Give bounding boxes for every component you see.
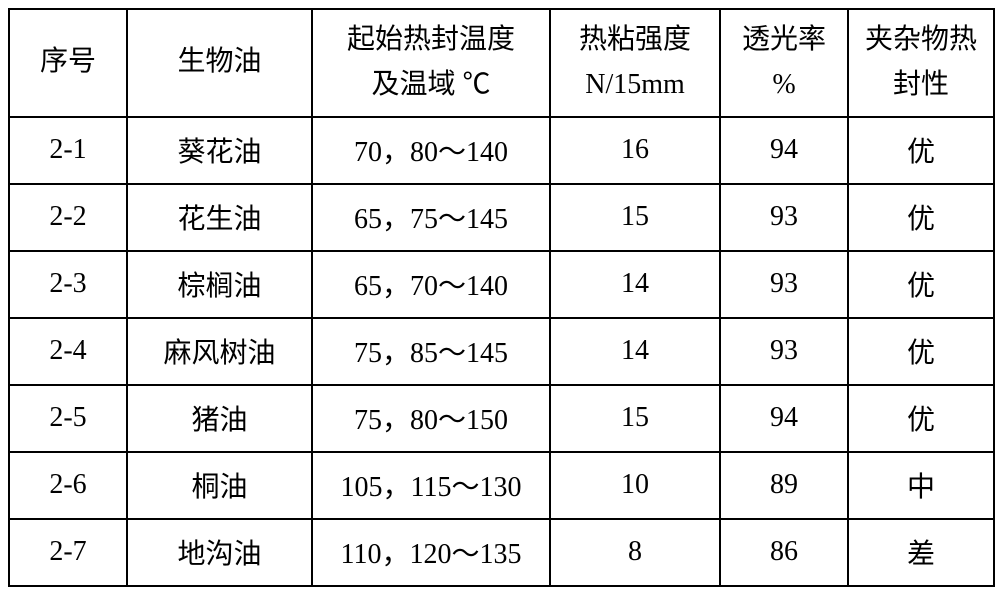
cell-transmittance: 93 (720, 184, 848, 251)
cell-temp: 65，75～145 (312, 184, 550, 251)
cell-bio-oil: 桐油 (127, 452, 312, 519)
cell-serial: 2-2 (9, 184, 127, 251)
column-header-bio-oil: 生物油 (127, 9, 312, 117)
cell-serial: 2-7 (9, 519, 127, 586)
header-text-line1: 起始热封温度 (317, 18, 545, 63)
cell-strength: 15 (550, 184, 720, 251)
cell-strength: 8 (550, 519, 720, 586)
cell-temp: 65，70～140 (312, 251, 550, 318)
header-text-line2: % (725, 63, 843, 108)
cell-inclusion: 优 (848, 318, 994, 385)
table-row: 2-2 花生油 65，75～145 15 93 优 (9, 184, 994, 251)
column-header-serial: 序号 (9, 9, 127, 117)
table-header-row: 序号 生物油 起始热封温度 及温域 ℃ 热粘强度 N/15mm 透光率 % (9, 9, 994, 117)
cell-serial: 2-5 (9, 385, 127, 452)
cell-strength: 14 (550, 318, 720, 385)
cell-transmittance: 89 (720, 452, 848, 519)
cell-strength: 15 (550, 385, 720, 452)
table-row: 2-6 桐油 105，115～130 10 89 中 (9, 452, 994, 519)
column-header-strength: 热粘强度 N/15mm (550, 9, 720, 117)
cell-inclusion: 优 (848, 385, 994, 452)
cell-transmittance: 93 (720, 318, 848, 385)
cell-inclusion: 优 (848, 117, 994, 184)
cell-transmittance: 86 (720, 519, 848, 586)
cell-serial: 2-6 (9, 452, 127, 519)
cell-bio-oil: 花生油 (127, 184, 312, 251)
data-table-container: 序号 生物油 起始热封温度 及温域 ℃ 热粘强度 N/15mm 透光率 % (8, 8, 992, 587)
cell-bio-oil: 麻风树油 (127, 318, 312, 385)
header-text-line2: 封性 (853, 63, 989, 108)
cell-inclusion: 优 (848, 251, 994, 318)
cell-temp: 105，115～130 (312, 452, 550, 519)
data-table: 序号 生物油 起始热封温度 及温域 ℃ 热粘强度 N/15mm 透光率 % (8, 8, 995, 587)
column-header-transmittance: 透光率 % (720, 9, 848, 117)
header-text-line1: 热粘强度 (555, 18, 715, 63)
header-text-line2: 及温域 ℃ (317, 63, 545, 108)
cell-bio-oil: 葵花油 (127, 117, 312, 184)
cell-inclusion: 优 (848, 184, 994, 251)
table-row: 2-1 葵花油 70，80～140 16 94 优 (9, 117, 994, 184)
cell-serial: 2-1 (9, 117, 127, 184)
cell-transmittance: 94 (720, 385, 848, 452)
cell-serial: 2-3 (9, 251, 127, 318)
column-header-temp: 起始热封温度 及温域 ℃ (312, 9, 550, 117)
cell-inclusion: 差 (848, 519, 994, 586)
cell-serial: 2-4 (9, 318, 127, 385)
table-body: 2-1 葵花油 70，80～140 16 94 优 2-2 花生油 65，75～… (9, 117, 994, 586)
table-row: 2-4 麻风树油 75，85～145 14 93 优 (9, 318, 994, 385)
table-row: 2-5 猪油 75，80～150 15 94 优 (9, 385, 994, 452)
header-text-line1: 夹杂物热 (853, 18, 989, 63)
cell-bio-oil: 地沟油 (127, 519, 312, 586)
cell-temp: 70，80～140 (312, 117, 550, 184)
header-text: 序号 (14, 40, 122, 85)
cell-strength: 10 (550, 452, 720, 519)
cell-bio-oil: 棕榈油 (127, 251, 312, 318)
header-text-line2: N/15mm (555, 63, 715, 108)
cell-inclusion: 中 (848, 452, 994, 519)
table-row: 2-7 地沟油 110，120～135 8 86 差 (9, 519, 994, 586)
header-text-line1: 透光率 (725, 18, 843, 63)
column-header-inclusion: 夹杂物热 封性 (848, 9, 994, 117)
cell-strength: 14 (550, 251, 720, 318)
cell-bio-oil: 猪油 (127, 385, 312, 452)
cell-transmittance: 93 (720, 251, 848, 318)
header-text: 生物油 (132, 40, 307, 85)
table-row: 2-3 棕榈油 65，70～140 14 93 优 (9, 251, 994, 318)
table-header: 序号 生物油 起始热封温度 及温域 ℃ 热粘强度 N/15mm 透光率 % (9, 9, 994, 117)
cell-temp: 75，80～150 (312, 385, 550, 452)
cell-transmittance: 94 (720, 117, 848, 184)
cell-temp: 75，85～145 (312, 318, 550, 385)
cell-strength: 16 (550, 117, 720, 184)
cell-temp: 110，120～135 (312, 519, 550, 586)
